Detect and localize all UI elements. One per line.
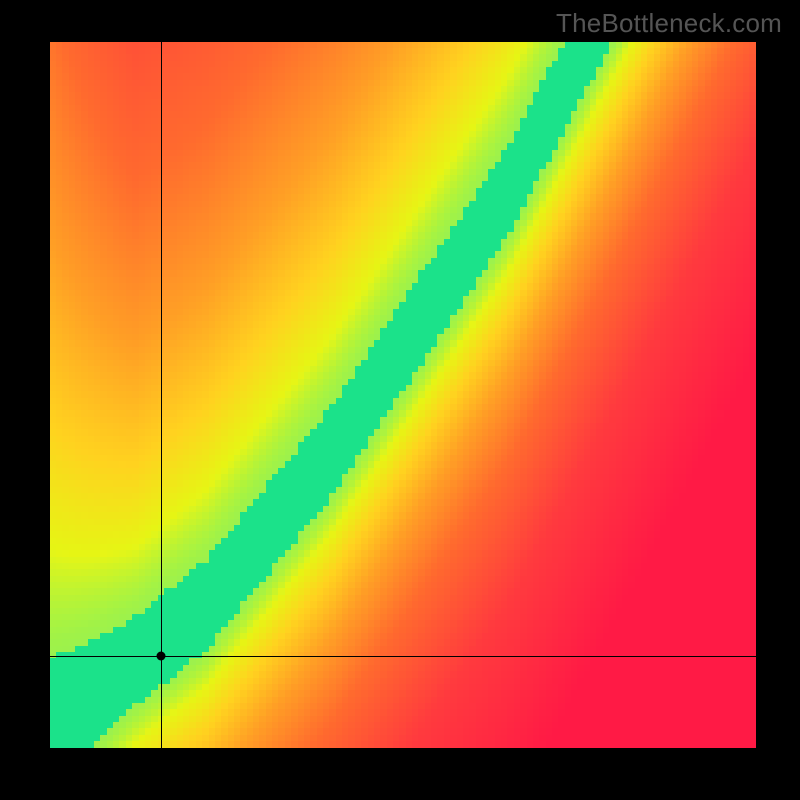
- crosshair-vertical: [161, 42, 162, 748]
- crosshair-marker: [156, 652, 165, 661]
- heatmap-plot: [50, 42, 756, 748]
- watermark-text: TheBottleneck.com: [556, 8, 782, 39]
- heatmap-canvas: [50, 42, 756, 748]
